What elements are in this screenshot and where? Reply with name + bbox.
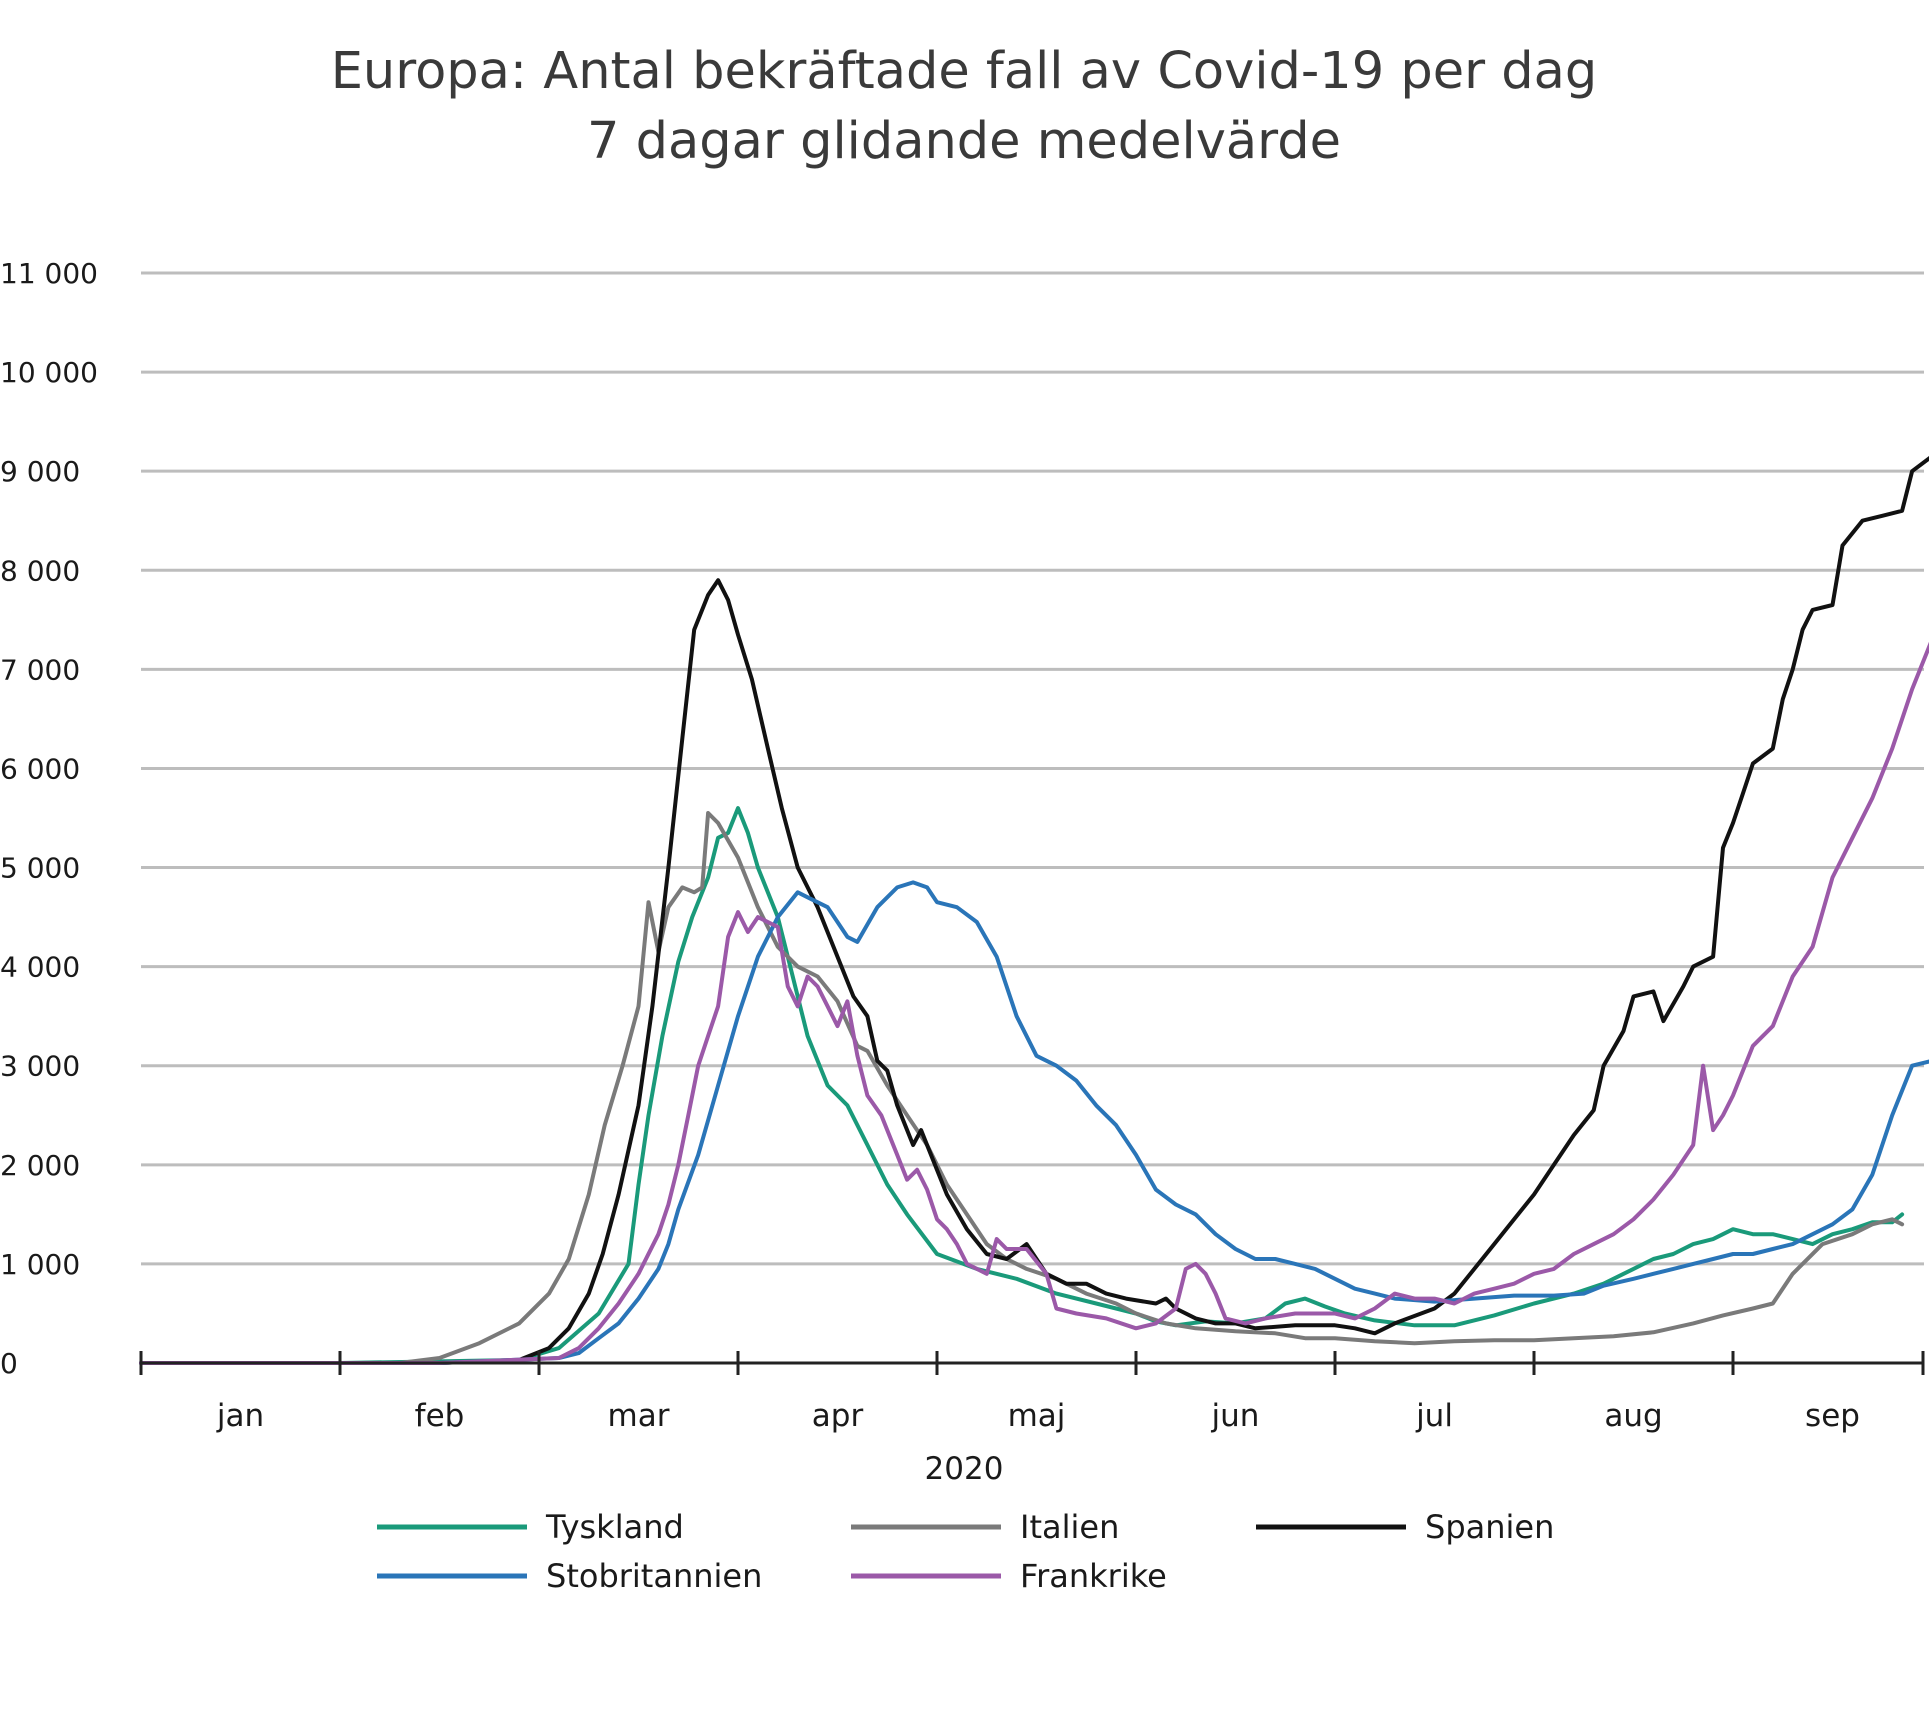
x-tick-label: jan [216, 1398, 264, 1434]
y-tick-label: 3 000 [0, 1050, 80, 1083]
chart-title: Europa: Antal bekräftade fall av Covid-1… [331, 42, 1598, 101]
gridlines [141, 271, 1924, 1266]
legend-label: Stobritannien [546, 1557, 762, 1595]
legend-label: Frankrike [1020, 1557, 1167, 1595]
x-tick-label: sep [1805, 1398, 1860, 1434]
y-tick-label: 6 000 [0, 752, 80, 785]
x-tick-label: maj [1008, 1398, 1066, 1434]
x-tick-label: jun [1211, 1398, 1260, 1434]
y-tick-label: 1 000 [0, 1248, 80, 1281]
y-tick-label: 0 [0, 1347, 18, 1380]
x-tick-label: apr [812, 1398, 864, 1434]
x-axis-label: 2020 [925, 1451, 1004, 1487]
y-axis-ticks: 0 1 000 2 000 3 000 4 000 5 000 6 000 7 000 8 00… [0, 257, 98, 1380]
x-tick-label: aug [1604, 1398, 1662, 1434]
y-tick-label: 2 000 [0, 1149, 80, 1182]
legend-label: Spanien [1425, 1508, 1554, 1546]
y-tick-label: 4 000 [0, 951, 80, 984]
legend: Tyskland Italien Spanien Stobritannien Frank… [377, 1508, 1554, 1595]
x-tick-label: mar [608, 1398, 670, 1434]
y-tick-label: 10 000 [0, 356, 98, 389]
series-line-spanien [139, 456, 1929, 1365]
legend-label: Tyskland [545, 1508, 684, 1546]
series-line-stobritannien [139, 880, 1929, 1365]
series-line-frankrike [139, 641, 1929, 1365]
chart-subtitle: 7 dagar glidande medelvärde [587, 112, 1341, 171]
series-line-tyskland [139, 806, 1905, 1365]
y-tick-label: 8 000 [0, 554, 80, 587]
x-tick-label: feb [415, 1398, 465, 1434]
legend-label: Italien [1020, 1508, 1119, 1546]
x-tick-label: jul [1415, 1398, 1453, 1434]
series-lines [139, 456, 1929, 1365]
series-line-italien [139, 811, 1905, 1365]
y-tick-label: 5 000 [0, 852, 80, 885]
y-tick-label: 11 000 [0, 257, 98, 290]
y-tick-label: 9 000 [0, 455, 80, 488]
y-tick-label: 7 000 [0, 653, 80, 686]
x-axis [139, 1351, 1925, 1375]
x-axis-ticks: jan feb mar apr maj jun jul aug sep [216, 1398, 1860, 1434]
